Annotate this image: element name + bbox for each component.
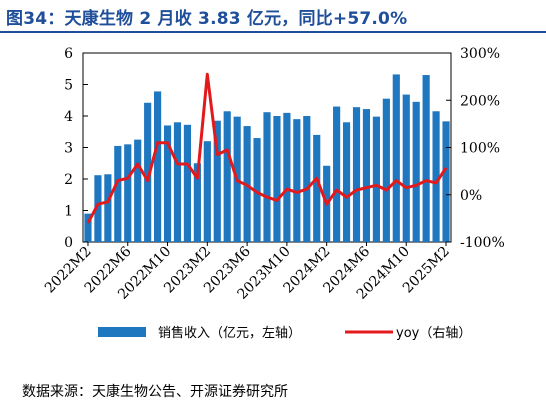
sales-bar <box>163 125 172 242</box>
sales-bar <box>333 106 341 242</box>
sales-bar <box>154 91 162 243</box>
yoy-line <box>86 72 448 224</box>
sales-bar <box>283 112 291 242</box>
right-axis-label: 100% <box>460 141 500 157</box>
sales-bar <box>84 213 92 242</box>
left-axis-label: 2 <box>64 172 73 188</box>
sales-bar <box>412 101 420 242</box>
legend-label-yoy: yoy（右轴） <box>396 326 471 341</box>
sales-bar <box>263 112 271 242</box>
sales-bar <box>362 109 371 242</box>
left-axis-label: 1 <box>64 204 73 220</box>
sales-bar <box>432 111 440 243</box>
sales-bar <box>183 124 192 242</box>
left-axis-label: 0 <box>64 235 73 251</box>
legend-label-sales: 销售收入（亿元，左轴） <box>158 325 301 341</box>
left-axis-label: 3 <box>64 141 73 157</box>
sales-bar <box>422 75 430 242</box>
sales-bar <box>293 119 301 242</box>
left-axis-label: 6 <box>64 46 73 62</box>
sales-bar <box>402 94 410 242</box>
bar-series <box>84 74 450 243</box>
legend: 销售收入（亿元，左轴） yoy（右轴） <box>98 325 471 341</box>
right-axis-label: -100% <box>460 235 505 251</box>
chart-title: 图34：天康生物 2 月收 3.83 亿元，同比+57.0% <box>6 9 408 29</box>
sales-bar <box>342 122 351 242</box>
sales-bar <box>144 102 152 243</box>
sales-bar <box>313 134 321 242</box>
sales-bar <box>124 144 132 242</box>
sales-bar <box>213 120 221 242</box>
sales-bar <box>193 163 201 242</box>
sales-bar <box>442 121 450 242</box>
right-axis-label: 300% <box>460 46 500 62</box>
sales-bar <box>303 116 311 242</box>
sales-bar <box>173 122 182 242</box>
line-series <box>86 72 448 224</box>
sales-bar <box>134 139 142 242</box>
sales-bar <box>94 175 102 242</box>
title-divider <box>0 31 546 33</box>
right-axis-label: 200% <box>460 93 500 109</box>
right-axis-label: 0% <box>460 188 482 204</box>
legend-swatch-sales <box>98 327 146 337</box>
sales-bar <box>223 111 231 243</box>
sales-bar <box>104 174 112 242</box>
sales-bar <box>273 116 281 242</box>
sales-bar <box>203 141 211 242</box>
left-axis-label: 5 <box>64 78 73 94</box>
sales-bar <box>372 116 380 242</box>
sales-bar <box>382 98 390 242</box>
sales-bar <box>114 145 122 242</box>
sales-bar <box>352 107 361 243</box>
left-axis-label: 4 <box>64 109 73 125</box>
sales-bar <box>253 138 261 242</box>
source-note: 数据来源：天康生物公告、开源证券研究所 <box>22 384 288 400</box>
sales-bar <box>392 74 400 242</box>
